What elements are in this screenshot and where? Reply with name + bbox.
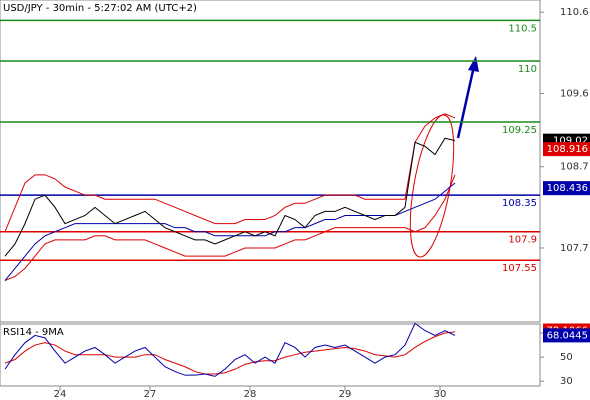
y-tick-label: 30 bbox=[560, 376, 573, 387]
last-value-box bbox=[543, 328, 590, 343]
arrow bbox=[456, 65, 476, 139]
chart-title: USD/JPY - 30min - 5:27:02 AM (UTC+2) bbox=[3, 3, 197, 14]
highlight-ellipse bbox=[409, 114, 455, 258]
arrow-head bbox=[468, 56, 479, 72]
last-value-label: 108.916 bbox=[547, 144, 588, 155]
level-label: 107.55 bbox=[502, 263, 537, 274]
x-tick-label: 27 bbox=[144, 389, 157, 400]
y-tick-label: 109.6 bbox=[560, 89, 589, 100]
series-line bbox=[4, 137, 456, 257]
y-tick-label: 108.7 bbox=[560, 162, 589, 173]
level-label: 110.5 bbox=[508, 23, 537, 34]
x-tick-label: 29 bbox=[339, 389, 352, 400]
x-tick-label: 28 bbox=[244, 389, 257, 400]
last-value-box bbox=[543, 142, 590, 157]
last-value-label: 109.02 bbox=[553, 136, 588, 147]
price-panel bbox=[0, 0, 541, 323]
level-label: 107.9 bbox=[508, 235, 537, 246]
last-value-label: 68.0445 bbox=[547, 330, 588, 341]
series-line bbox=[4, 331, 456, 375]
y-tick-label: 110.6 bbox=[560, 7, 589, 18]
x-tick-label: 24 bbox=[54, 389, 67, 400]
series-line bbox=[4, 182, 456, 281]
level-label: 108.35 bbox=[502, 198, 537, 209]
last-value-label: 108.436 bbox=[547, 183, 588, 194]
y-tick-label: 107.7 bbox=[560, 243, 589, 254]
y-tick-label: 50 bbox=[560, 352, 573, 363]
series-line bbox=[4, 113, 456, 232]
series-line bbox=[4, 322, 456, 377]
level-label: 109.25 bbox=[502, 125, 537, 136]
rsi-title: RSI14 - 9MA bbox=[3, 327, 64, 338]
last-value-box bbox=[543, 181, 590, 196]
x-tick-label: 30 bbox=[434, 389, 447, 400]
level-label: 110 bbox=[518, 64, 537, 75]
series-line bbox=[4, 174, 456, 281]
